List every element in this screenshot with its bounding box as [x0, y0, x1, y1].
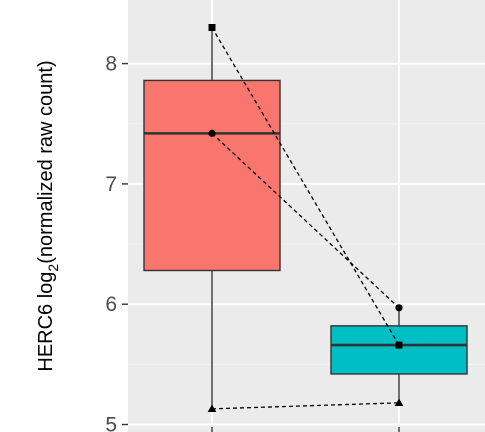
- paired-lines: [207, 24, 404, 413]
- pair-line-circle: [211, 132, 400, 309]
- pair-triangle: [207, 398, 404, 413]
- y-axis-title: HERC6 log2(normalized raw count): [35, 60, 61, 371]
- pair-line-triangle: [211, 402, 400, 410]
- triangle-point: [207, 404, 217, 413]
- y-tick-label: 6: [105, 293, 117, 316]
- y-axis-title-subscript: 2: [45, 264, 61, 272]
- y-tick-label: 5: [105, 414, 117, 432]
- square-point: [395, 341, 403, 349]
- y-axis-title-suffix: (normalized raw count): [35, 60, 57, 263]
- box-iqr: [143, 79, 281, 272]
- y-tick-label: 8: [105, 53, 117, 76]
- pair-square: [208, 24, 403, 349]
- square-point: [208, 24, 216, 32]
- triangle-point: [394, 398, 404, 407]
- circle-point: [395, 304, 403, 312]
- pair-line-square: [211, 27, 400, 346]
- y-axis: 5 6 7 8: [105, 53, 400, 432]
- y-tick-label: 7: [105, 173, 117, 196]
- boxplots: [143, 27, 468, 409]
- pair-circle: [208, 129, 403, 312]
- box-iqr: [330, 325, 468, 375]
- boxplot-1: [143, 27, 281, 409]
- y-axis-title-prefix: HERC6 log: [35, 272, 57, 372]
- circle-point: [208, 129, 216, 137]
